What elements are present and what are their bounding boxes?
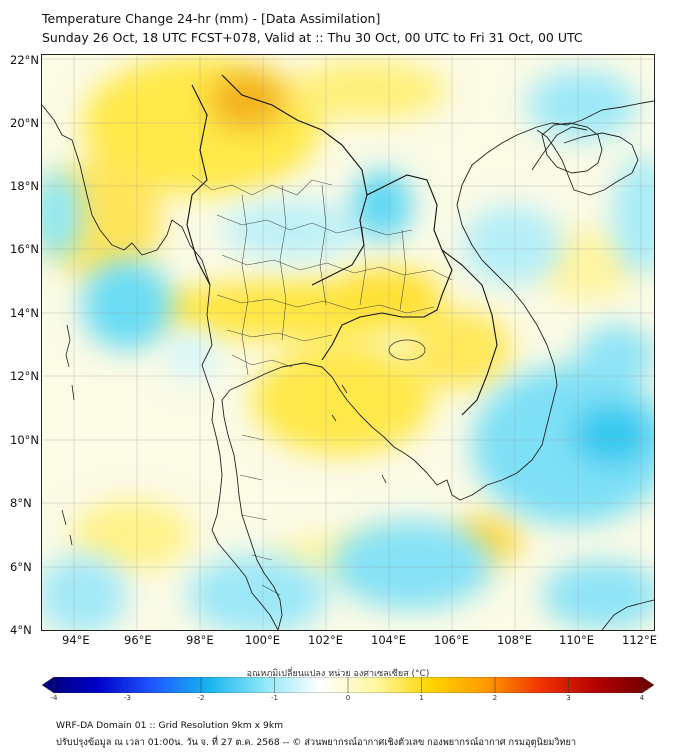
national-borders — [186, 74, 498, 416]
colorbar-tick-label: -4 — [50, 694, 58, 702]
chart-subtitle: Sunday 26 Oct, 18 UTC FCST+078, Valid at… — [42, 30, 583, 45]
hainan-island — [541, 122, 603, 174]
lat-label-22: 22°N — [10, 53, 39, 67]
colorbar-tick-label: 0 — [345, 694, 351, 702]
lat-label-14: 14°N — [10, 306, 39, 320]
warm-anomaly-field — [42, 55, 637, 575]
lon-label-94: 94°E — [62, 633, 90, 647]
lat-label-16: 16°N — [10, 242, 39, 256]
nicobar-islands — [61, 509, 73, 546]
lat-label-8: 8°N — [10, 496, 32, 510]
lon-label-108: 108°E — [497, 633, 532, 647]
lon-label-104: 104°E — [371, 633, 406, 647]
coastlines — [42, 100, 654, 630]
footer-credit: ปรับปรุงข้อมูล ณ เวลา 01:00น. วัน จ. ที่… — [56, 737, 577, 748]
colorbar-tick-label: -2 — [197, 694, 205, 702]
cool-anomaly-field — [42, 70, 654, 630]
temperature-map[interactable] — [41, 54, 655, 631]
lat-label-20: 20°N — [10, 116, 39, 130]
lat-label-12: 12°N — [10, 369, 39, 383]
map-canvas — [42, 55, 654, 630]
lat-label-6: 6°N — [10, 560, 32, 574]
province-boundaries — [191, 174, 453, 596]
lon-label-98: 98°E — [186, 633, 214, 647]
lon-label-96: 96°E — [124, 633, 152, 647]
tonle-sap-lake — [388, 339, 426, 361]
colorbar-tick-label: 4 — [639, 694, 645, 702]
lat-label-10: 10°N — [10, 433, 39, 447]
colorbar-tick-label: -3 — [124, 694, 131, 702]
chart-title: Temperature Change 24-hr (mm) - [Data As… — [42, 11, 381, 26]
lon-label-102: 102°E — [308, 633, 343, 647]
colorbar-tick-label: 1 — [419, 694, 424, 702]
colorbar-tick-label: -1 — [271, 694, 278, 702]
lat-label-18: 18°N — [10, 179, 39, 193]
colorbar-ticks — [53, 677, 643, 693]
gulf-islands — [331, 384, 387, 484]
colorbar-label: อุณหภูมิเปลี่ยนแปลง หน่วย องศาเซลเซียส (… — [246, 669, 430, 679]
lat-label-4: 4°N — [10, 623, 32, 637]
lon-label-112: 112°E — [622, 633, 657, 647]
graticule — [42, 55, 654, 630]
borneo-coast — [601, 599, 654, 630]
footer-model-info: WRF-DA Domain 01 :: Grid Resolution 9km … — [56, 720, 284, 731]
colorbar-tick-label: 3 — [566, 694, 571, 702]
colorbar-tick-label: 2 — [492, 694, 498, 702]
lon-label-106: 106°E — [434, 633, 469, 647]
andaman-islands — [65, 324, 75, 401]
lon-label-100: 100°E — [245, 633, 280, 647]
lon-label-110: 110°E — [559, 633, 594, 647]
colorbar — [42, 677, 654, 693]
